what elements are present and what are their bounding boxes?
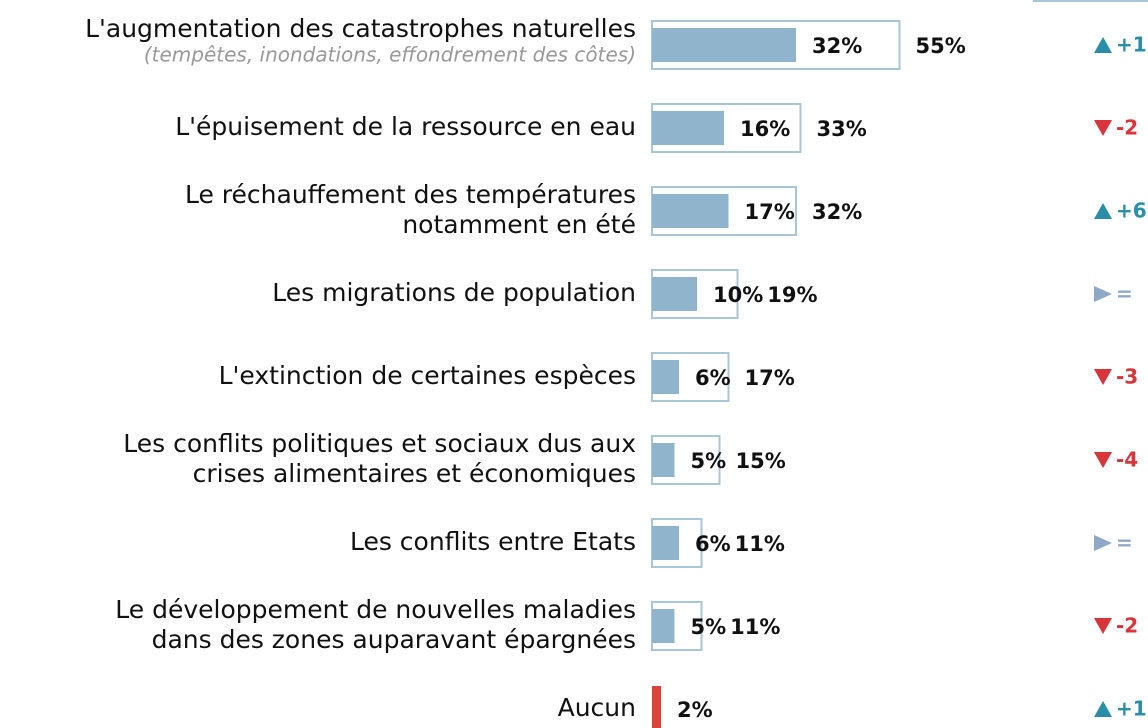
category-label: Les migrations de population: [272, 278, 636, 307]
category-note: (tempêtes, inondations, effondrement des…: [144, 43, 636, 67]
change-arrow: [1094, 618, 1112, 634]
first-value-label: 10%: [713, 283, 763, 307]
first-bar: [652, 111, 724, 145]
change-label: -2: [1116, 116, 1138, 140]
change-label: -2: [1116, 614, 1138, 638]
category-label: Le développement de nouvelles maladies: [115, 595, 636, 624]
change-arrow: [1094, 286, 1112, 302]
change-label: -4: [1116, 448, 1138, 472]
change-arrow: [1094, 120, 1112, 136]
change-arrow: [1094, 203, 1112, 219]
category-label: L'épuisement de la ressource en eau: [175, 112, 636, 141]
category-label: L'augmentation des catastrophes naturell…: [85, 14, 636, 43]
change-arrow: [1094, 37, 1112, 53]
first-value-label: 5%: [691, 615, 727, 639]
total-value-label: 15%: [736, 449, 786, 473]
change-label: +1: [1116, 33, 1147, 57]
total-value-label: 19%: [767, 283, 817, 307]
first-bar: [652, 526, 679, 560]
first-bar: [652, 194, 729, 228]
change-arrow: [1094, 452, 1112, 468]
category-label: L'extinction de certaines espèces: [219, 361, 636, 390]
first-bar: [652, 686, 661, 728]
first-value-label: 6%: [695, 532, 731, 556]
total-value-label: 11%: [730, 615, 780, 639]
change-label: +6: [1116, 199, 1147, 223]
change-label: +1: [1116, 697, 1147, 721]
first-value-label: 6%: [695, 366, 731, 390]
category-label: dans des zones auparavant épargnées: [152, 625, 636, 654]
category-label: Les conflits politiques et sociaux dus a…: [123, 429, 636, 458]
first-bar: [652, 360, 679, 394]
first-bar: [652, 443, 675, 477]
first-bar: [652, 277, 697, 311]
first-bar: [652, 609, 675, 643]
change-arrow: [1094, 369, 1112, 385]
first-value-label: 16%: [740, 117, 790, 141]
category-label: notamment en été: [402, 210, 636, 239]
change-arrow: [1094, 701, 1112, 717]
first-value-label: 2%: [677, 698, 713, 722]
total-value-label: 17%: [745, 366, 795, 390]
total-value-label: 33%: [817, 117, 867, 141]
change-label: -3: [1116, 365, 1138, 389]
change-label: =: [1116, 282, 1133, 306]
first-value-label: 17%: [745, 200, 795, 224]
total-value-label: 55%: [916, 34, 966, 58]
first-value-label: 5%: [691, 449, 727, 473]
change-arrow: [1094, 535, 1112, 551]
category-label: Le réchauffement des températures: [185, 180, 636, 209]
category-label: crises alimentaires et économiques: [193, 459, 636, 488]
total-value-label: 11%: [735, 532, 785, 556]
first-bar: [652, 28, 796, 62]
change-label: =: [1116, 531, 1133, 555]
category-label: Aucun: [558, 693, 636, 722]
first-value-label: 32%: [812, 34, 862, 58]
category-label: Les conflits entre Etats: [350, 527, 636, 556]
total-value-label: 32%: [812, 200, 862, 224]
